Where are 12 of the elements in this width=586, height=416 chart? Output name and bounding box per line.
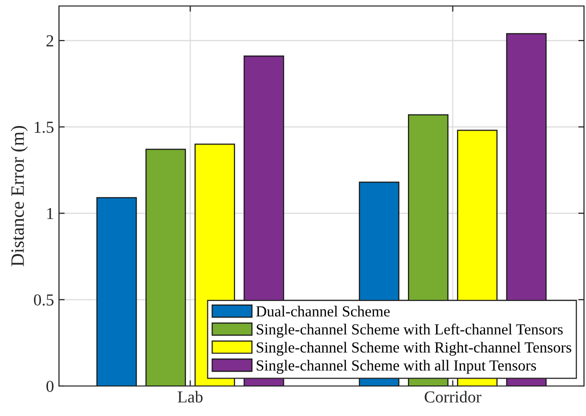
legend-label: Single-channel Scheme with Right-channel Tensors [256,342,572,356]
y-tick-label: 2 [46,35,54,46]
y-tick-label: 0.5 [34,294,54,306]
y-tick-label: 1 [47,208,54,220]
y-tick-label: 0 [46,380,54,392]
y-tick-label: 1.5 [34,122,54,133]
legend-label: Dual-channel Scheme [256,306,390,317]
x-tick-label: Lab [178,390,203,403]
legend-label: Single-channel Scheme with all Input Tensors [256,360,536,374]
legend-label: Single-channel Scheme with Left-channel Tensors [256,324,563,338]
y-axis-title: Distance Error (m) [10,126,28,266]
x-tick-label: Corridor [424,390,482,403]
